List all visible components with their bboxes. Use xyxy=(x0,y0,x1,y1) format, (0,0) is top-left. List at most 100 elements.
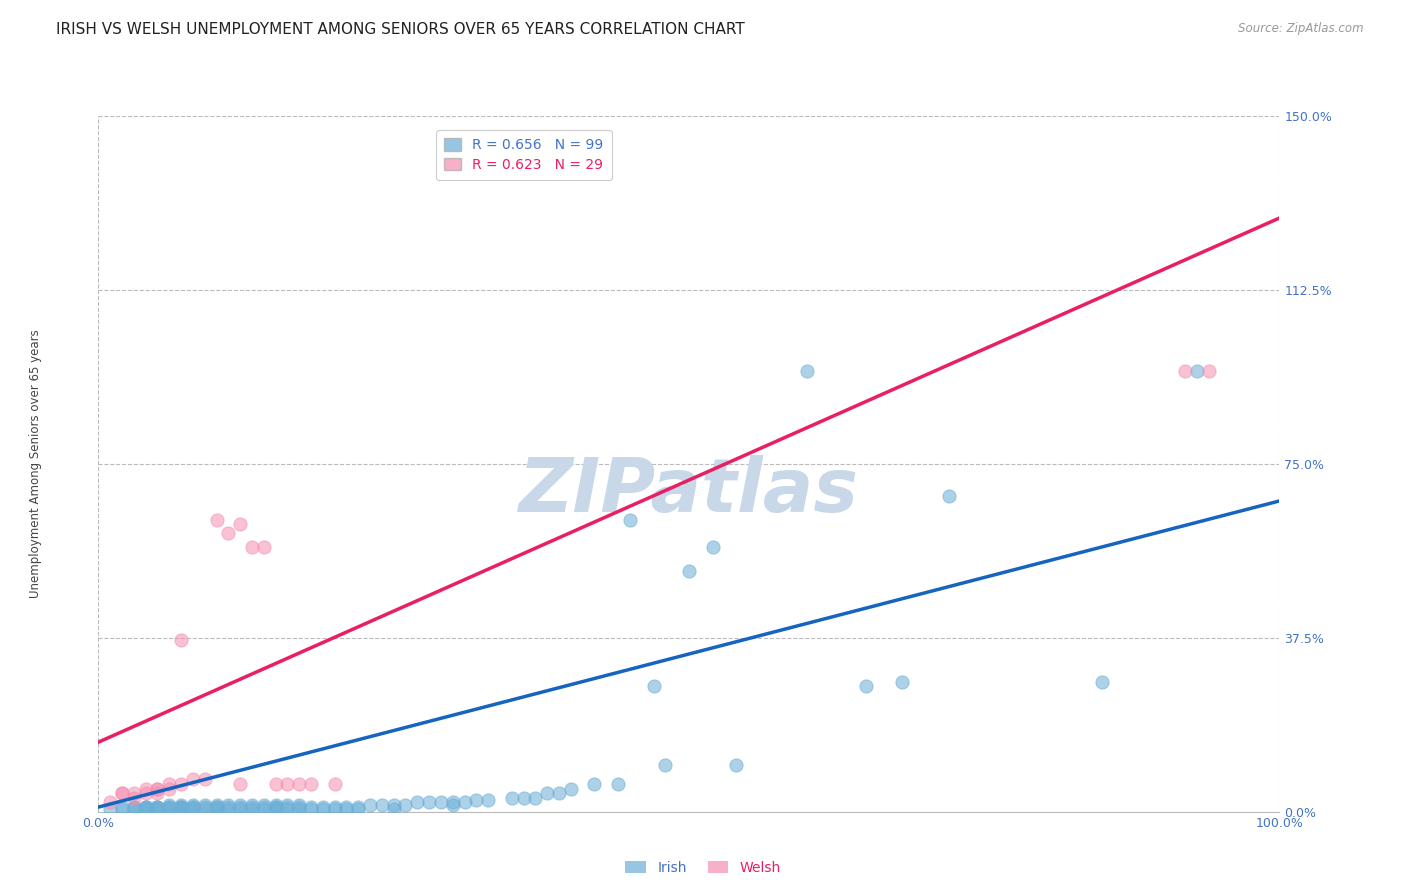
Point xyxy=(111,800,134,814)
Point xyxy=(288,800,311,814)
Point xyxy=(312,800,335,814)
Point xyxy=(347,802,370,816)
Point xyxy=(181,802,204,816)
Point xyxy=(157,800,180,814)
Point xyxy=(359,797,381,812)
Point xyxy=(98,802,121,816)
Point xyxy=(524,790,547,805)
Point xyxy=(146,802,169,816)
Point xyxy=(157,797,180,812)
Point xyxy=(146,781,169,796)
Point xyxy=(725,758,748,772)
Point xyxy=(229,802,252,816)
Point xyxy=(536,786,558,800)
Point xyxy=(240,802,263,816)
Text: Unemployment Among Seniors over 65 years: Unemployment Among Seniors over 65 years xyxy=(28,329,42,599)
Point xyxy=(264,800,287,814)
Point xyxy=(170,633,193,648)
Point xyxy=(382,802,405,816)
Point xyxy=(607,777,630,791)
Point xyxy=(146,800,169,814)
Point xyxy=(1198,364,1220,378)
Point xyxy=(146,786,169,800)
Point xyxy=(512,790,534,805)
Point xyxy=(288,797,311,812)
Point xyxy=(194,800,217,814)
Point xyxy=(217,797,239,812)
Point xyxy=(229,800,252,814)
Point xyxy=(253,541,276,555)
Point xyxy=(205,802,228,816)
Point xyxy=(276,797,298,812)
Point xyxy=(157,781,180,796)
Point xyxy=(98,796,121,810)
Point xyxy=(253,800,276,814)
Point xyxy=(1174,364,1197,378)
Point xyxy=(157,777,180,791)
Point xyxy=(583,777,606,791)
Point xyxy=(299,802,322,816)
Point xyxy=(855,680,877,694)
Point xyxy=(122,802,145,816)
Point xyxy=(229,797,252,812)
Point xyxy=(170,802,193,816)
Point xyxy=(276,777,298,791)
Point xyxy=(205,797,228,812)
Point xyxy=(253,797,276,812)
Point xyxy=(441,796,464,810)
Point xyxy=(170,800,193,814)
Point xyxy=(643,680,665,694)
Point xyxy=(181,797,204,812)
Point xyxy=(312,802,335,816)
Point xyxy=(323,802,346,816)
Point xyxy=(560,781,582,796)
Point xyxy=(418,796,440,810)
Point xyxy=(135,786,157,800)
Point xyxy=(217,800,239,814)
Point xyxy=(371,797,394,812)
Text: ZIPatlas: ZIPatlas xyxy=(519,455,859,528)
Point xyxy=(170,800,193,814)
Point xyxy=(1091,674,1114,689)
Point xyxy=(678,564,700,578)
Point xyxy=(253,802,276,816)
Legend: Irish, Welsh: Irish, Welsh xyxy=(620,855,786,880)
Point xyxy=(217,802,239,816)
Point xyxy=(453,796,475,810)
Point xyxy=(890,674,912,689)
Point xyxy=(181,800,204,814)
Point xyxy=(430,796,453,810)
Point xyxy=(938,489,960,503)
Point xyxy=(157,800,180,814)
Point xyxy=(122,800,145,814)
Point xyxy=(465,793,488,807)
Point xyxy=(146,800,169,814)
Point xyxy=(335,802,357,816)
Point xyxy=(288,777,311,791)
Point xyxy=(135,800,157,814)
Point xyxy=(240,800,263,814)
Point xyxy=(702,541,724,555)
Point xyxy=(264,800,287,814)
Point xyxy=(170,797,193,812)
Point xyxy=(122,790,145,805)
Point xyxy=(205,800,228,814)
Text: Source: ZipAtlas.com: Source: ZipAtlas.com xyxy=(1239,22,1364,36)
Point xyxy=(240,797,263,812)
Point xyxy=(501,790,523,805)
Point xyxy=(217,526,239,541)
Point xyxy=(122,800,145,814)
Point xyxy=(323,800,346,814)
Legend: R = 0.656   N = 99, R = 0.623   N = 29: R = 0.656 N = 99, R = 0.623 N = 29 xyxy=(436,130,612,180)
Point xyxy=(335,800,357,814)
Point xyxy=(406,796,429,810)
Point xyxy=(135,800,157,814)
Point xyxy=(181,772,204,787)
Point xyxy=(181,800,204,814)
Point xyxy=(135,781,157,796)
Point xyxy=(194,772,217,787)
Point xyxy=(347,800,370,814)
Point xyxy=(146,781,169,796)
Point xyxy=(111,802,134,816)
Point xyxy=(157,802,180,816)
